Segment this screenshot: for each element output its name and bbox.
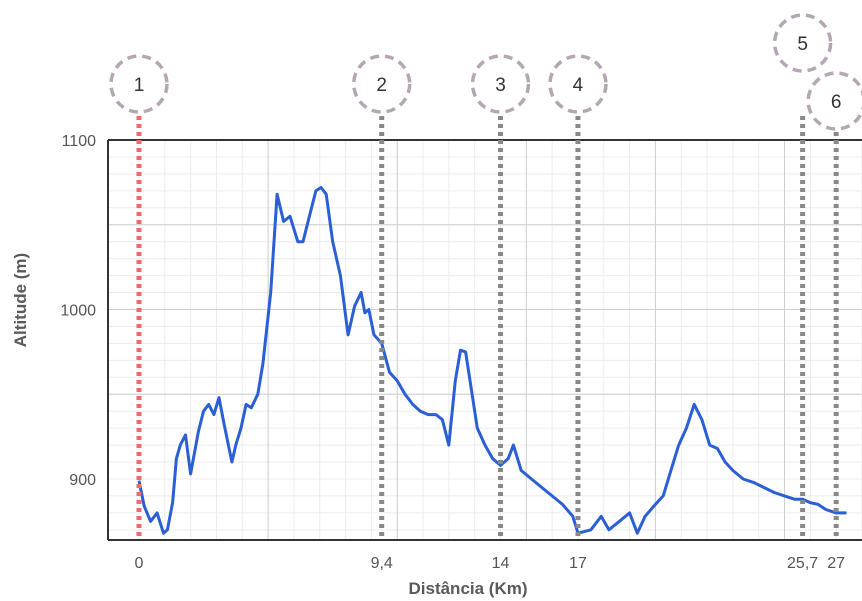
- waypoint-label-5: 5: [797, 34, 808, 55]
- waypoint-label-6: 6: [831, 92, 842, 113]
- elevation-line: [137, 186, 847, 535]
- waypoint-circle-6: [806, 71, 862, 131]
- waypoint-label-3: 3: [495, 75, 506, 96]
- y-axis-title: Altitude (m): [11, 253, 30, 347]
- x-tick-label: 0: [135, 555, 144, 572]
- waypoint-circle-1: [109, 54, 169, 114]
- waypoint-circle-5: [772, 13, 833, 73]
- x-tick-label: 9,4: [371, 555, 393, 572]
- chart-tick-labels: 900 1000 1100 0 9,4 14 17 25,7 27: [60, 133, 845, 572]
- x-tick-label: 25,7: [787, 555, 818, 572]
- chart-grid: [108, 139, 862, 540]
- waypoint-label-1: 1: [134, 75, 145, 96]
- x-axis-title: Distância (Km): [408, 579, 527, 598]
- waypoint-circle-4: [548, 54, 608, 114]
- waypoint-label-4: 4: [573, 75, 584, 96]
- x-tick-label: 27: [827, 555, 845, 572]
- chart-axes: [107, 139, 862, 541]
- y-tick-label: 1000: [60, 302, 96, 319]
- y-tick-label: 900: [69, 472, 96, 489]
- waypoint-circle-2: [351, 54, 412, 114]
- waypoint-label-2: 2: [376, 75, 387, 96]
- x-tick-label: 17: [569, 555, 587, 572]
- chart-series: [137, 186, 847, 535]
- chart-markers: 1 2 3 4 5 6: [109, 13, 862, 540]
- x-tick-label: 14: [492, 555, 510, 572]
- y-tick-label: 1100: [62, 133, 97, 150]
- waypoint-circle-3: [470, 54, 531, 114]
